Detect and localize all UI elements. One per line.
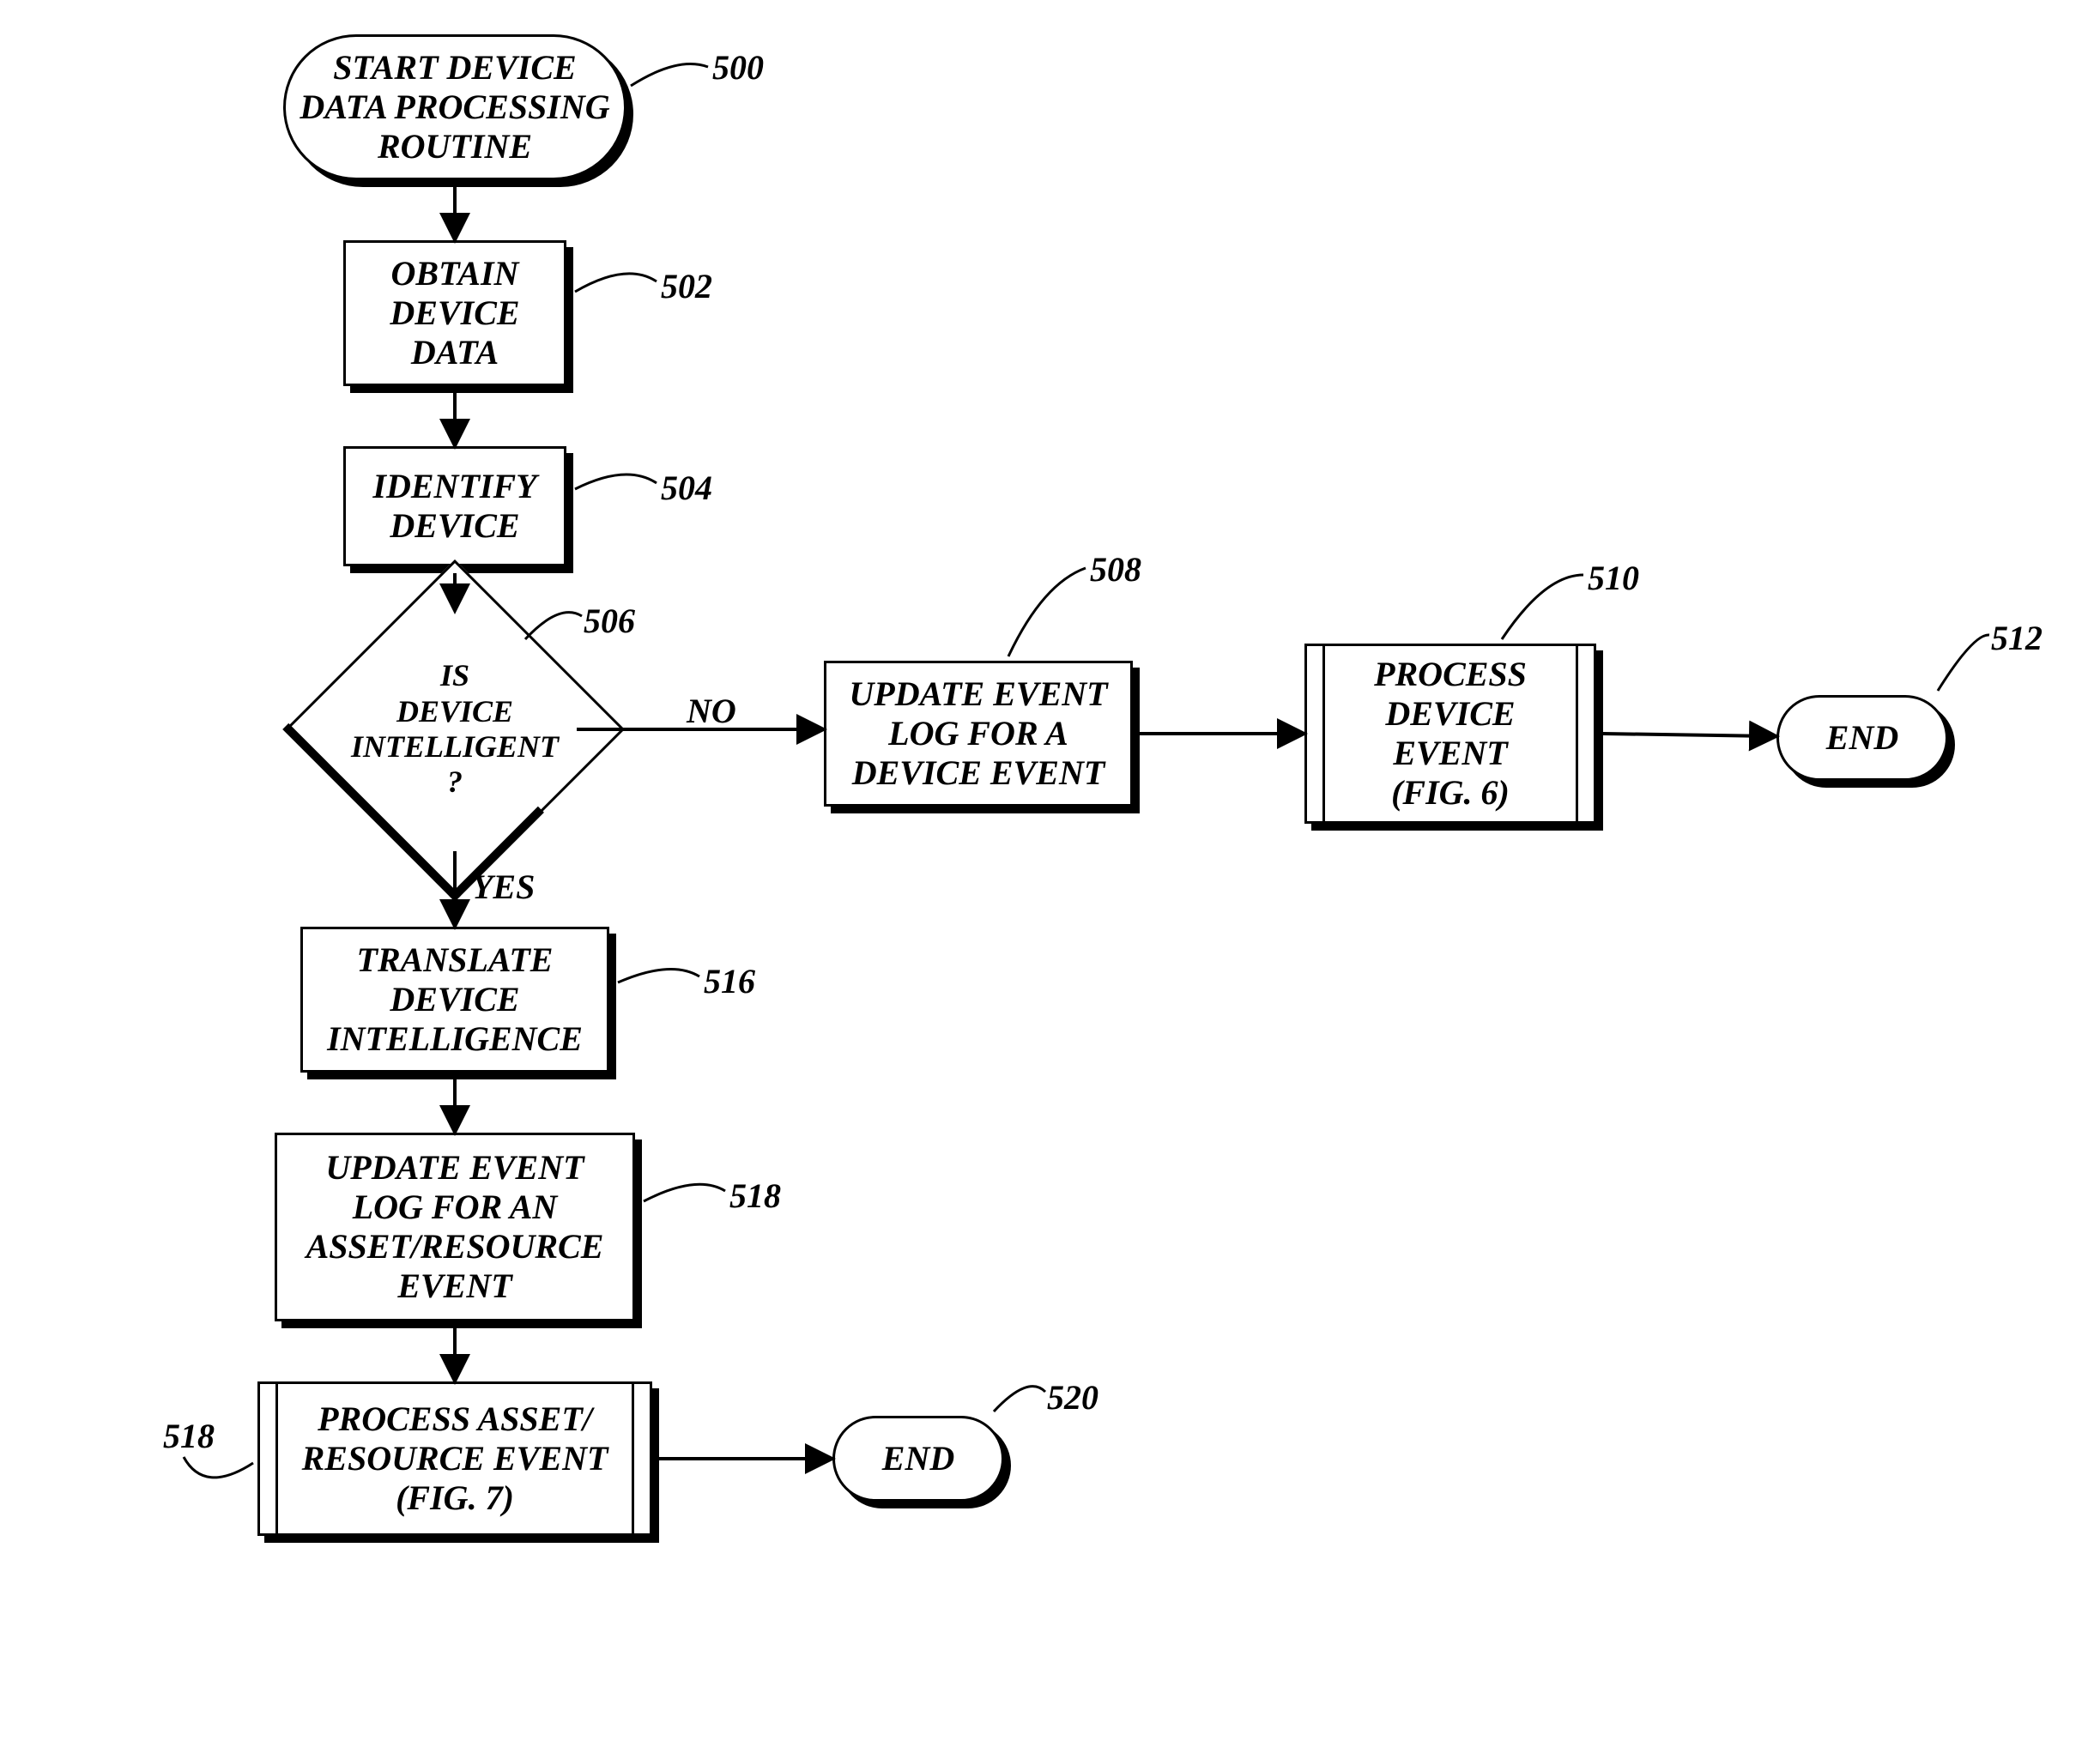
leader-502 — [575, 274, 657, 292]
leader-510 — [1502, 575, 1583, 639]
node-obtain-device-data: OBTAINDEVICEDATA — [343, 240, 566, 386]
ref-516: 516 — [704, 961, 755, 1001]
ref-500: 500 — [712, 47, 764, 88]
leader-518b — [184, 1457, 253, 1478]
edge-510-512 — [1603, 734, 1775, 736]
node-520-text: END — [882, 1439, 954, 1478]
node-identify-text: IDENTIFYDEVICE — [372, 467, 536, 546]
ref-518b: 518 — [163, 1416, 215, 1456]
leader-518a — [644, 1184, 725, 1201]
leader-508 — [1008, 568, 1086, 656]
node-translate-device-intelligence: TRANSLATEDEVICEINTELLIGENCE — [300, 927, 609, 1073]
node-end-top: END — [1776, 695, 1948, 781]
node-update-event-log-asset: UPDATE EVENTLOG FOR ANASSET/RESOURCEEVEN… — [275, 1133, 635, 1321]
node-obtain-text: OBTAINDEVICEDATA — [390, 254, 519, 372]
node-update-event-log-device: UPDATE EVENTLOG FOR ADEVICE EVENT — [824, 661, 1133, 807]
ref-512: 512 — [1991, 618, 2043, 658]
leader-504 — [575, 475, 657, 489]
node-start: START DEVICEDATA PROCESSINGROUTINE — [283, 34, 626, 180]
leader-516 — [618, 969, 699, 982]
node-516-text: TRANSLATEDEVICEINTELLIGENCE — [327, 940, 583, 1059]
node-start-text: START DEVICEDATA PROCESSINGROUTINE — [300, 48, 609, 166]
node-process-device-event: PROCESSDEVICEEVENT(FIG. 6) — [1304, 644, 1596, 824]
node-510-text: PROCESSDEVICEEVENT(FIG. 6) — [1374, 655, 1527, 813]
ref-504: 504 — [661, 468, 712, 508]
leader-512 — [1938, 635, 1989, 691]
ref-506: 506 — [584, 601, 635, 641]
ref-520: 520 — [1047, 1377, 1098, 1418]
node-512-text: END — [1826, 718, 1898, 758]
node-decision-text: ISDEVICEINTELLIGENT? — [351, 658, 559, 801]
leader-520 — [994, 1387, 1045, 1412]
ref-510: 510 — [1588, 558, 1639, 598]
leader-500 — [631, 63, 708, 86]
node-process-asset-event: PROCESS ASSET/RESOURCE EVENT(FIG. 7) — [257, 1381, 652, 1536]
node-end-bottom: END — [832, 1416, 1004, 1502]
node-518a-text: UPDATE EVENTLOG FOR ANASSET/RESOURCEEVEN… — [306, 1148, 604, 1306]
edge-label-yes: YES — [472, 867, 535, 907]
node-identify-device: IDENTIFYDEVICE — [343, 446, 566, 566]
edge-label-no: NO — [687, 691, 736, 731]
node-decision-intelligent: ISDEVICEINTELLIGENT? — [335, 609, 575, 849]
node-518b-text: PROCESS ASSET/RESOURCE EVENT(FIG. 7) — [302, 1399, 608, 1518]
ref-502: 502 — [661, 266, 712, 306]
node-508-text: UPDATE EVENTLOG FOR ADEVICE EVENT — [849, 674, 1107, 793]
ref-508: 508 — [1090, 549, 1141, 589]
ref-518a: 518 — [729, 1176, 781, 1216]
